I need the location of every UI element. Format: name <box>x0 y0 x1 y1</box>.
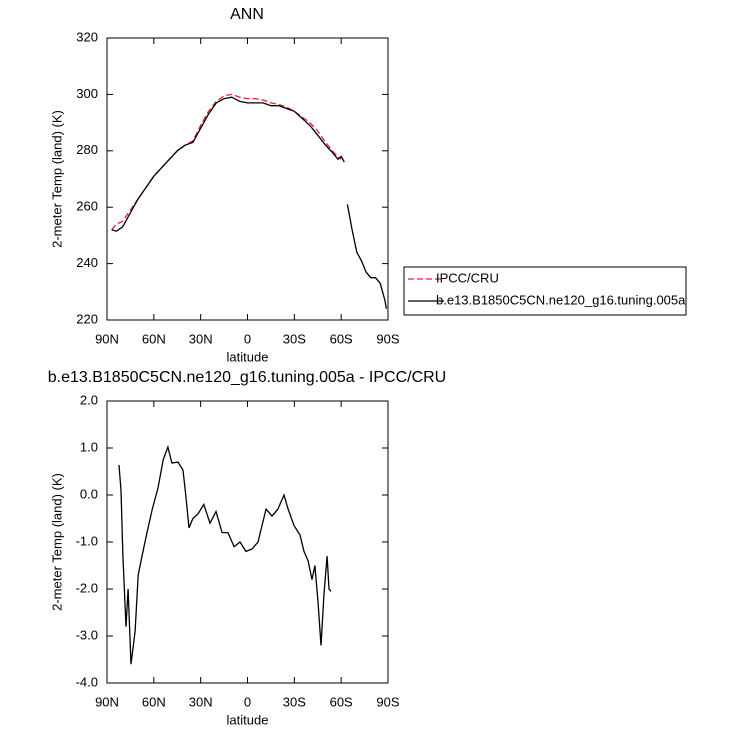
y-tick-label: 260 <box>76 199 98 214</box>
x-tick-label: 0 <box>244 694 251 709</box>
x-tick-label: 0 <box>244 331 251 346</box>
y-tick-label: 0.0 <box>80 486 98 501</box>
y-tick-label: 2.0 <box>80 392 98 407</box>
y-axis-label: 2-meter Temp (land) (K) <box>49 110 64 248</box>
x-tick-label: 90S <box>376 331 399 346</box>
y-tick-label: -4.0 <box>76 674 98 689</box>
x-tick-label: 30N <box>189 331 213 346</box>
y-tick-label: 280 <box>76 142 98 157</box>
x-tick-label: 60N <box>142 331 166 346</box>
x-tick-label: 30S <box>283 694 306 709</box>
y-tick-label: 1.0 <box>80 439 98 454</box>
y-tick-label: 320 <box>76 29 98 44</box>
x-tick-label: 30S <box>283 331 306 346</box>
x-tick-label: 60S <box>330 331 353 346</box>
data-line <box>111 96 388 309</box>
legend-box <box>403 266 687 316</box>
y-tick-label: 300 <box>76 86 98 101</box>
x-tick-label: 60N <box>142 694 166 709</box>
x-tick-label: 60S <box>330 694 353 709</box>
x-tick-label: 90N <box>95 331 119 346</box>
y-tick-label: 240 <box>76 255 98 270</box>
data-line <box>111 93 342 231</box>
chart-title: ANN <box>230 6 264 23</box>
x-tick-label: 90S <box>376 694 399 709</box>
legend-label: IPCC/CRU <box>436 270 499 285</box>
legend-label: b.e13.B1850C5CN.ne120_g16.tuning.005a <box>436 292 686 307</box>
x-tick-label: 90N <box>95 694 119 709</box>
y-axis-label: 2-meter Temp (land) (K) <box>49 473 64 611</box>
y-tick-label: -2.0 <box>76 580 98 595</box>
plot-frame <box>106 400 389 684</box>
x-tick-label: 30N <box>189 694 213 709</box>
chart-title: b.e13.B1850C5CN.ne120_g16.tuning.005a - … <box>48 369 446 386</box>
y-tick-label: -3.0 <box>76 627 98 642</box>
plot-frame <box>106 37 389 321</box>
x-axis-label: latitude <box>227 712 269 727</box>
y-tick-label: -1.0 <box>76 533 98 548</box>
y-tick-label: 220 <box>76 311 98 326</box>
x-axis-label: latitude <box>227 349 269 364</box>
data-line <box>118 444 332 665</box>
